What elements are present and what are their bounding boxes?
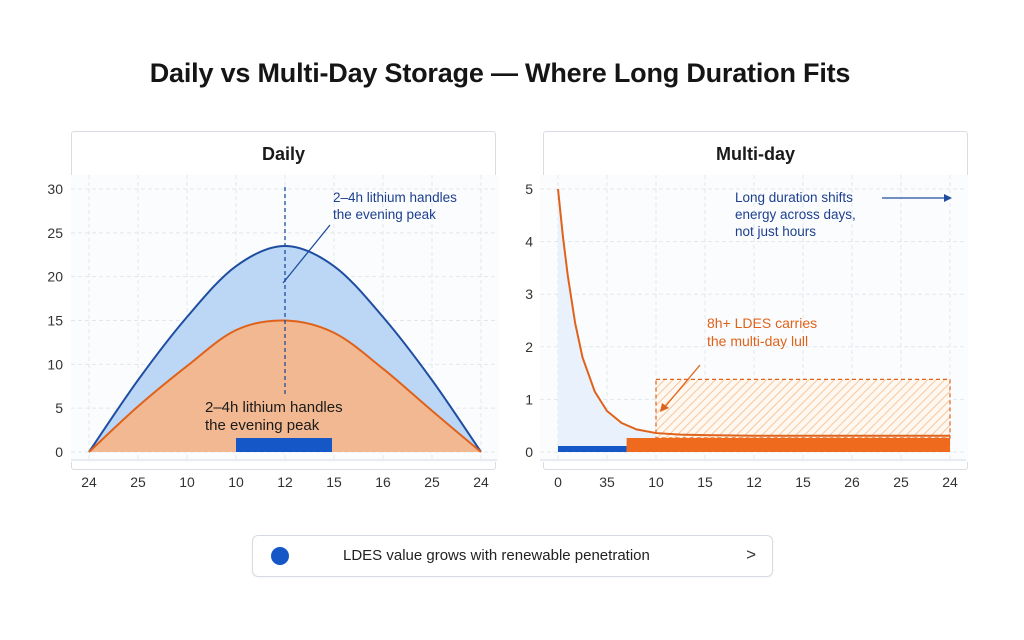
arrow-head-icon — [944, 194, 952, 202]
insight-banner[interactable]: LDES value grows with renewable penetrat… — [252, 535, 773, 577]
x-tick-label: 15 — [697, 474, 713, 490]
x-tick-label: 24 — [942, 474, 958, 490]
callout-pointer — [282, 224, 331, 284]
daily-chart-title: Daily — [261, 144, 306, 164]
x-tick-label: 12 — [746, 474, 762, 490]
chevron-right-icon[interactable]: > — [746, 545, 756, 564]
circle-bullet-icon — [271, 547, 289, 565]
daily-callout-mid-line1: 2–4h lithium handles — [205, 399, 343, 416]
multiday-callout-mid-line1: 8h+ LDES carries — [707, 315, 817, 331]
y-tick-label: 10 — [47, 356, 63, 372]
multiday-callout-top-line1: Long duration shifts — [735, 190, 853, 205]
daily-callout-mid-line2: the evening peak — [205, 417, 320, 434]
x-tick-label: 24 — [81, 474, 97, 490]
multiday-callout-mid-line2: the multi-day lull — [707, 333, 808, 349]
multiday-callout-top-line2: energy across days, — [735, 207, 856, 222]
y-tick-label: 2 — [525, 339, 533, 355]
y-tick-label: 30 — [47, 181, 63, 197]
y-tick-label: 3 — [525, 286, 533, 302]
y-tick-label: 0 — [55, 444, 63, 460]
x-tick-label: 15 — [326, 474, 342, 490]
y-tick-label: 15 — [47, 313, 63, 329]
x-tick-label: 35 — [599, 474, 615, 490]
insight-banner-text: LDES value grows with renewable penetrat… — [343, 547, 650, 564]
y-tick-label: 4 — [525, 234, 533, 250]
x-tick-label: 24 — [473, 474, 489, 490]
x-tick-label: 25 — [424, 474, 440, 490]
ldes-callout-pointer — [663, 364, 701, 409]
multiday-callout-top-line3: not just hours — [735, 224, 816, 239]
lithium-bar — [558, 446, 627, 452]
page-title: Daily vs Multi-Day Storage — Where Long … — [149, 58, 851, 88]
decay-line — [557, 188, 950, 437]
y-tick-label: 0 — [525, 444, 533, 460]
x-tick-label: 10 — [228, 474, 244, 490]
x-tick-label: 10 — [648, 474, 664, 490]
y-tick-label: 1 — [525, 391, 533, 407]
ldes-hatched-region — [655, 378, 951, 439]
x-tick-label: 25 — [893, 474, 909, 490]
x-tick-label: 15 — [795, 474, 811, 490]
y-tick-label: 5 — [525, 181, 533, 197]
ldes-pointer-head-icon — [660, 403, 669, 412]
y-tick-label: 5 — [55, 400, 63, 416]
x-tick-label: 25 — [130, 474, 146, 490]
y-tick-label: 25 — [47, 225, 63, 241]
ldes-bar — [626, 438, 950, 452]
lithium-bar — [236, 438, 332, 452]
x-tick-label: 12 — [277, 474, 293, 490]
decay-area — [558, 189, 950, 452]
x-tick-label: 0 — [554, 474, 562, 490]
daily-callout-top-line1: 2–4h lithium handles — [333, 190, 457, 205]
multiday-chart-title: Multi-day — [716, 144, 795, 164]
y-tick-label: 20 — [47, 269, 63, 285]
daily-callout-top-line2: the evening peak — [333, 207, 436, 222]
x-tick-label: 26 — [844, 474, 860, 490]
x-tick-label: 16 — [375, 474, 391, 490]
x-tick-label: 10 — [179, 474, 195, 490]
